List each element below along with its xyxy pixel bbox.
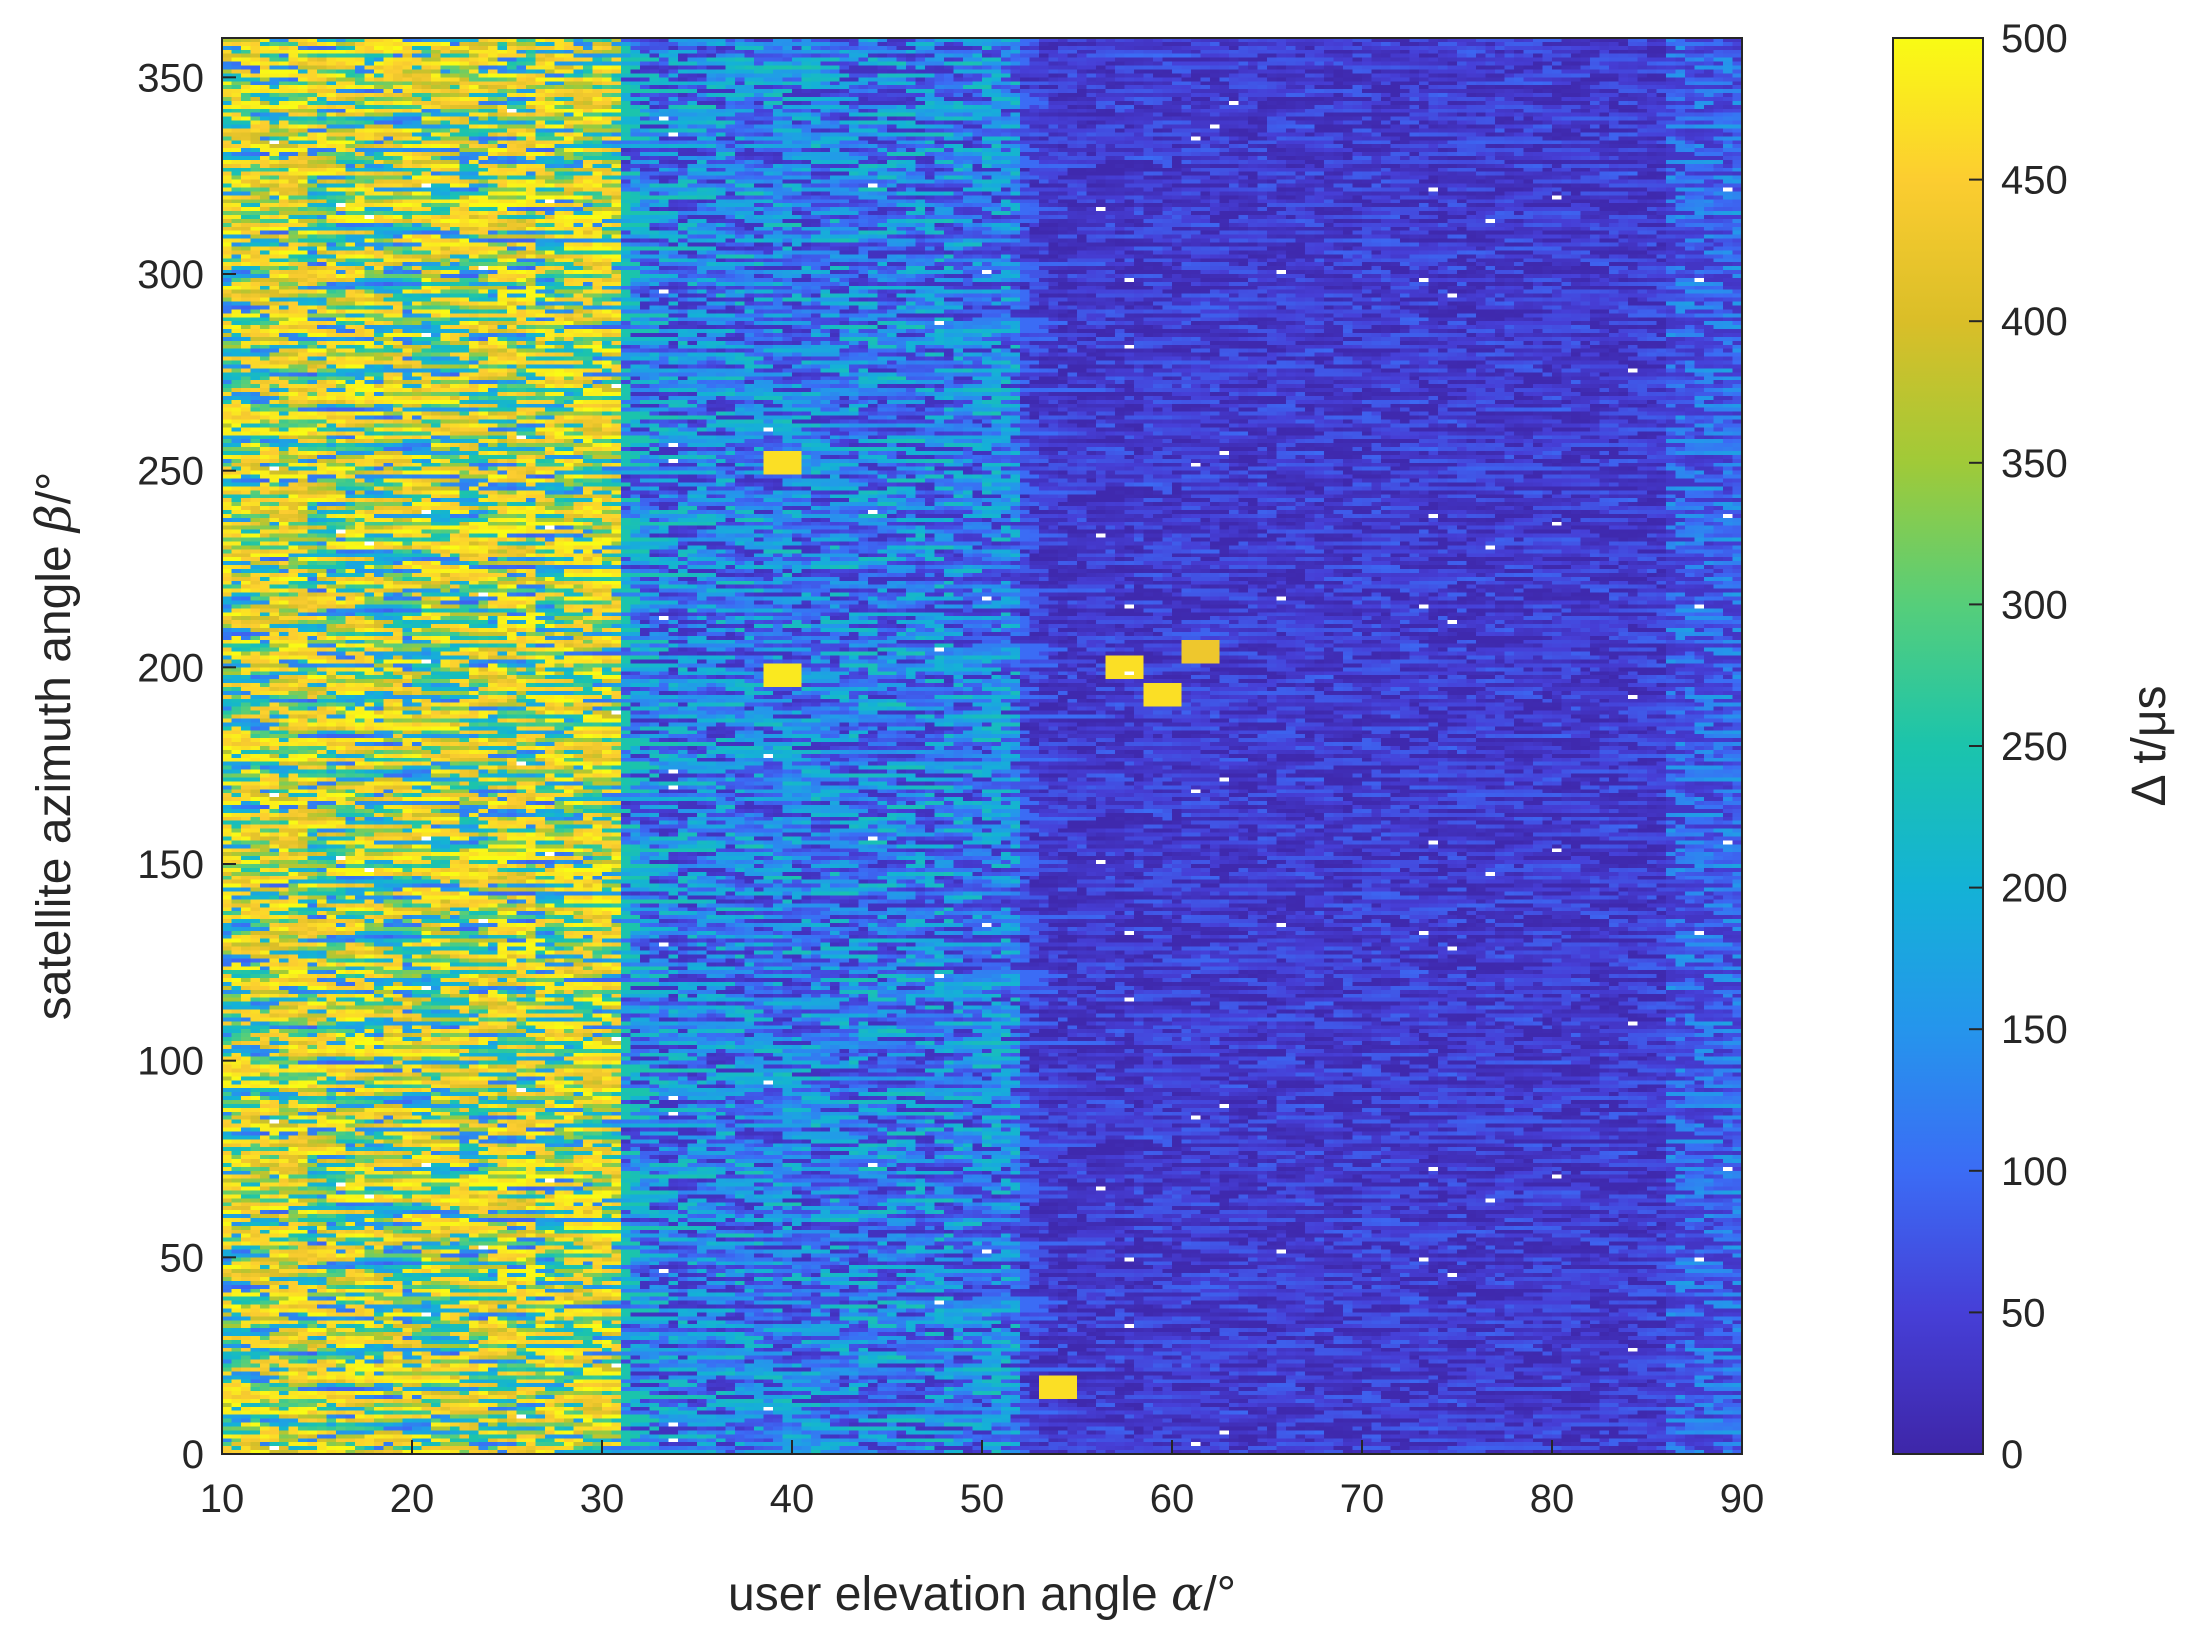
colorbar-tick-label: 100 [2001,1150,2068,1194]
x-tick-label: 30 [580,1477,625,1521]
x-axis-label-symbol: α [1171,1566,1203,1622]
colorbar-tick-label: 0 [2001,1433,2023,1477]
y-axis-label-prefix: satellite azimuth angle [28,532,81,1020]
x-tick-label: 90 [1720,1477,1765,1521]
colorbar-tick-label: 400 [2001,300,2068,344]
colorbar-label: Δ t/μs [2123,685,2176,806]
colorbar-gradient [1892,37,1984,1455]
y-tick-label: 350 [137,56,204,100]
heatmap-image [222,38,1742,1454]
colorbar-tick-label: 50 [2001,1291,2046,1335]
y-tick-label: 50 [160,1236,205,1280]
y-tick-label: 250 [137,450,204,494]
heatmap-plot-area [222,38,1742,1454]
colorbar-tick-label: 500 [2001,17,2068,61]
x-tick-label: 10 [200,1477,245,1521]
colorbar-tick-label: 150 [2001,1008,2068,1052]
x-axis-label-prefix: user elevation angle [728,1568,1171,1621]
colorbar-tick-label: 300 [2001,583,2068,627]
x-tick-label: 20 [390,1477,435,1521]
y-axis-ticks: 0 50 100 150 200 250 300 350 [137,56,236,1477]
x-tick-label: 50 [960,1477,1005,1521]
x-tick-label: 70 [1340,1477,1385,1521]
colorbar: 0 50 100 150 200 250 300 350 400 450 500 Δ t/μs [1892,17,2176,1477]
colorbar-tick-label: 200 [2001,867,2068,911]
colorbar-tick-label: 450 [2001,159,2068,203]
y-axis-label: satellite azimuth angle β/° [26,472,82,1021]
colorbar-tick-label: 350 [2001,442,2068,486]
y-axis-label-symbol: β [26,504,82,534]
y-axis-label-suffix: /° [28,472,81,505]
y-tick-label: 100 [137,1040,204,1084]
y-tick-label: 200 [137,646,204,690]
x-axis-ticks: 10 20 30 40 50 60 70 80 90 [200,1440,1765,1521]
colorbar-tick-label: 250 [2001,725,2068,769]
x-tick-label: 40 [770,1477,815,1521]
colorbar-ticks: 0 50 100 150 200 250 300 350 400 450 500 [1969,17,2068,1477]
y-tick-label: 300 [137,253,204,297]
x-axis-label-suffix: /° [1203,1568,1236,1621]
y-tick-label: 0 [182,1433,204,1477]
y-tick-label: 150 [137,843,204,887]
x-axis-label: user elevation angle α/° [728,1566,1236,1622]
x-tick-label: 60 [1150,1477,1195,1521]
x-tick-label: 80 [1530,1477,1575,1521]
